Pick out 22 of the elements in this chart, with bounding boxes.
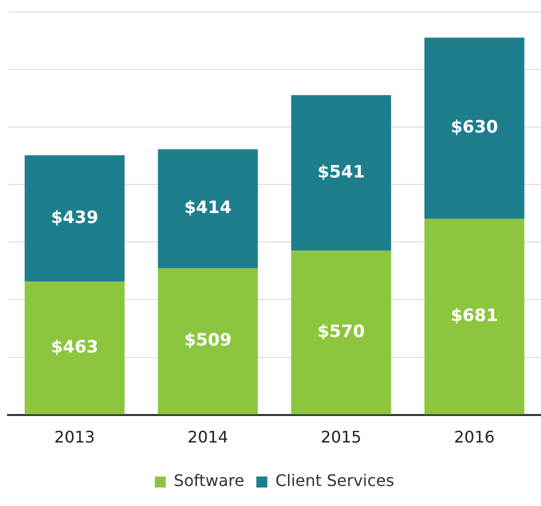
data-label: $414 [184, 198, 232, 218]
x-tick-label: 2013 [54, 428, 95, 447]
bar [24, 282, 125, 414]
legend-label: Client Services [275, 471, 394, 490]
data-label: $463 [50, 337, 98, 358]
data-label: $509 [184, 330, 232, 351]
data-label: $570 [317, 322, 365, 342]
data-label: $541 [317, 162, 365, 182]
bar [291, 250, 392, 414]
data-label: $681 [450, 306, 498, 326]
bar [291, 95, 392, 251]
bar [158, 268, 258, 414]
x-tick-label: 2014 [188, 428, 228, 447]
bar [424, 218, 524, 414]
x-tick-label: 2016 [454, 428, 495, 447]
legend-label: Software [174, 471, 244, 490]
bar [424, 38, 524, 219]
data-label: $630 [450, 118, 498, 138]
bar [24, 155, 125, 282]
data-label: $439 [50, 208, 98, 228]
bar [158, 149, 258, 268]
x-tick-label: 2015 [320, 428, 362, 447]
